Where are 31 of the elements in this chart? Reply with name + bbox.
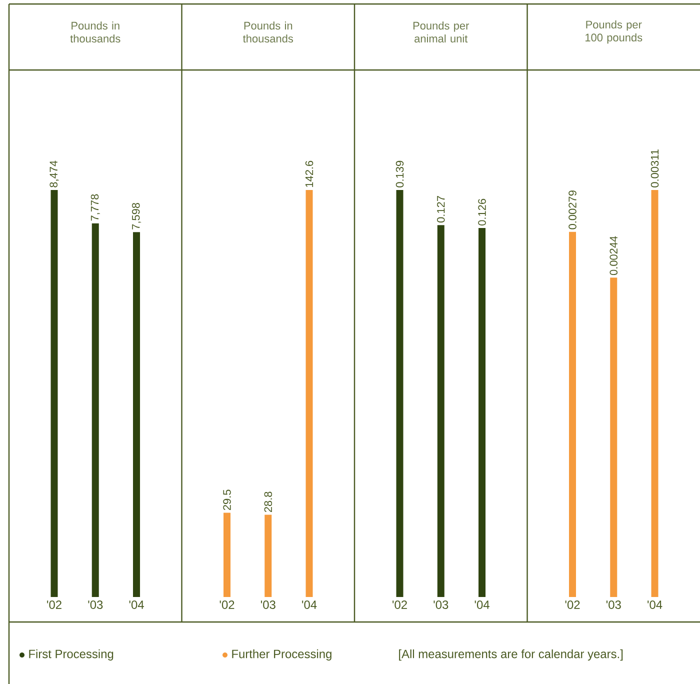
data-label: 7,598 — [132, 202, 142, 230]
data-label: 29.5 — [223, 490, 231, 510]
x-tick-label: '02 — [220, 600, 234, 609]
data-label: 142.6 — [305, 160, 314, 187]
x-tick-label: '02 — [47, 600, 62, 609]
chart-title: Pounds in thousands — [243, 22, 293, 43]
x-tick-label: '03 — [260, 600, 276, 609]
data-label: 0.00244 — [610, 236, 618, 276]
x-tick-label: '03 — [88, 600, 103, 609]
x-tick-label: '03 — [606, 600, 621, 609]
data-label: 7,778 — [90, 194, 100, 221]
x-tick-label: '04 — [648, 600, 662, 609]
x-tick-label: '02 — [565, 600, 580, 609]
data-label: 0.00311 — [650, 150, 659, 188]
data-label: 0.127 — [437, 196, 445, 223]
chart-title: Pounds per 100 pounds — [586, 20, 642, 44]
data-label: 0.139 — [396, 160, 404, 188]
text: [All measurements are for calendar years.] — [399, 649, 623, 661]
data-label: 0.00279 — [568, 190, 576, 230]
legend-label: Further Processing — [232, 649, 332, 661]
x-tick-label: '04 — [474, 600, 490, 609]
legend-label: First Processing — [29, 649, 114, 661]
data-label: 8,474 — [50, 160, 59, 188]
x-tick-label: '03 — [434, 600, 448, 609]
chart-title: Pounds per animal unit — [413, 22, 470, 43]
x-tick-label: '04 — [129, 600, 144, 609]
x-tick-label: '04 — [302, 600, 317, 609]
data-label: 0.126 — [478, 198, 486, 226]
chart-title: Pounds in thousands — [70, 22, 120, 43]
x-tick-label: '02 — [392, 600, 407, 609]
data-label: 28.8 — [264, 492, 272, 512]
